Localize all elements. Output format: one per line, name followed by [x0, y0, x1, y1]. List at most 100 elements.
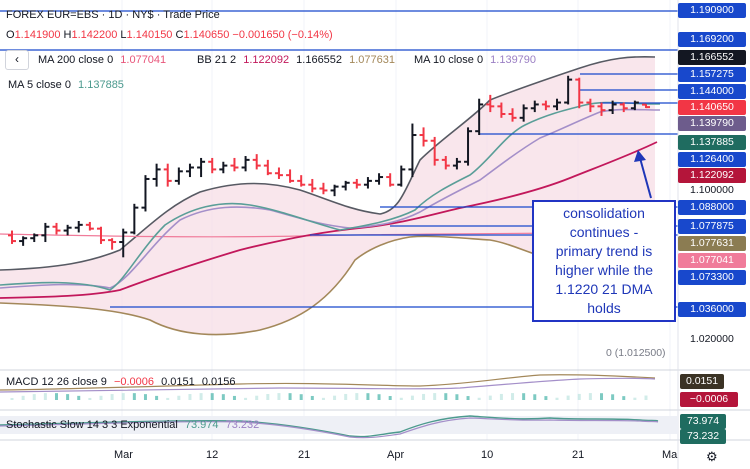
candle	[108, 238, 117, 250]
stoch-k-tag: 73.974	[680, 414, 726, 429]
annotation-line-2: continues -	[569, 224, 639, 240]
macd-label: MACD 12 26 close 9	[6, 376, 107, 388]
macd-hist-bar	[433, 393, 437, 400]
macd-hist-bar	[299, 394, 303, 400]
macd-line	[0, 374, 656, 391]
candle	[452, 157, 461, 170]
macd-hist-bar	[210, 393, 214, 400]
price-tag-13: 1.077631	[678, 236, 746, 251]
macd-hist-bar	[555, 397, 559, 400]
indicator-bb[interactable]: BB 21 2 1.122092 1.166552 1.077631	[197, 54, 395, 66]
macd-hist-bar	[110, 394, 114, 400]
candle	[330, 184, 339, 197]
price-tag-3: 1.166552	[678, 50, 746, 65]
annotation-line-5: 1.1220 21 DMA	[555, 281, 653, 297]
gear-icon[interactable]: ⚙	[706, 449, 718, 464]
candle	[197, 157, 206, 178]
bb-label: BB 21 2	[197, 54, 237, 66]
stochastic-pane	[0, 415, 678, 439]
macd-hist-bar	[121, 393, 125, 400]
candle	[63, 224, 72, 236]
indicator-ma10[interactable]: MA 10 close 0 1.139790	[414, 54, 536, 66]
candle	[397, 165, 406, 187]
price-type-label: Trade Price	[163, 9, 220, 21]
indicator-ma5[interactable]: MA 5 close 0 1.137885	[8, 79, 124, 91]
ma5-line	[0, 101, 661, 291]
candle	[530, 100, 539, 113]
macd-hist-bar	[32, 394, 36, 400]
candle	[174, 167, 183, 185]
candle	[486, 94, 495, 113]
zero-line-label: 0 (1.012500)	[606, 347, 666, 359]
bollinger-upper-line	[0, 55, 656, 271]
candle	[74, 221, 83, 233]
price-label-1020: 1.020000	[690, 333, 734, 345]
symbol-name[interactable]: FOREX EUR=EBS	[6, 9, 99, 21]
candle	[230, 157, 239, 172]
stochastic-k-line	[0, 415, 659, 438]
macd-hist-bar	[199, 393, 203, 400]
candle	[308, 178, 317, 193]
price-tag-12: 1.077875	[678, 219, 746, 234]
macd-signal-line	[0, 377, 656, 393]
ma200-label: MA 200 close 0	[38, 54, 114, 66]
macd-hist-bar	[600, 393, 604, 400]
candle	[419, 127, 428, 147]
macd-hist-bar	[444, 393, 448, 400]
macd-hist-bar	[522, 393, 526, 400]
interval-label[interactable]: 1D	[108, 9, 123, 21]
ma5-label: MA 5 close 0	[8, 79, 71, 91]
candle	[8, 230, 16, 244]
low-value: 1.140150	[126, 29, 173, 41]
candle	[219, 161, 228, 174]
macd-hist-bar	[77, 395, 81, 400]
bollinger-lower-line	[0, 235, 581, 336]
indicator-ma200[interactable]: MA 200 close 0 1.077041	[38, 54, 166, 66]
exchange-label: NY$	[132, 9, 154, 21]
candle	[252, 154, 261, 170]
candle	[152, 163, 161, 187]
candle	[85, 221, 94, 231]
candle	[263, 159, 272, 176]
macd-hist-bar	[366, 393, 370, 400]
macd-value-3: 0.0156	[201, 376, 236, 388]
candle	[41, 222, 50, 243]
chevron-left-icon[interactable]: ‹	[5, 50, 29, 70]
candle	[352, 178, 361, 189]
macd-hist-bar	[544, 396, 548, 400]
annotation-callout[interactable]: consolidation continues - primary trend …	[532, 200, 676, 322]
macd-hist-bar	[455, 394, 459, 400]
candle	[619, 102, 628, 113]
date-label-21: 21	[298, 449, 311, 461]
macd-legend[interactable]: MACD 12 26 close 9 −0.0006 0.0151 0.0156	[6, 376, 235, 388]
macd-hist-bar	[166, 397, 170, 400]
macd-histogram	[10, 393, 648, 400]
macd-hist-bar	[277, 393, 281, 400]
price-tag-11: 1.088000	[678, 200, 746, 215]
macd-hist-bar	[43, 393, 47, 400]
macd-hist-bar	[466, 396, 470, 400]
price-tag-14: 1.077041	[678, 253, 746, 268]
macd-value-1: −0.0006	[113, 376, 155, 388]
candle	[642, 103, 650, 109]
candle	[119, 228, 128, 258]
candle	[586, 98, 595, 113]
stochastic-legend[interactable]: Stochastic Slow 14 3 3 Exponential 73.97…	[6, 419, 259, 431]
macd-hist-bar	[588, 393, 592, 400]
candle	[141, 175, 150, 212]
macd-hist-bar	[344, 393, 348, 400]
date-label-ma: Ma	[662, 449, 678, 461]
candle	[52, 222, 61, 235]
macd-hist-bar	[499, 393, 503, 400]
macd-hist-bar	[399, 397, 403, 400]
stoch-d-value: 73.232	[225, 419, 260, 431]
macd-hist-bar	[388, 396, 392, 400]
low-label: L	[120, 29, 127, 41]
candle	[497, 102, 506, 118]
bollinger-band-fill	[0, 56, 655, 335]
macd-pane	[0, 374, 656, 400]
macd-hist-bar	[577, 393, 581, 400]
candle	[630, 100, 639, 111]
candle	[408, 123, 417, 178]
